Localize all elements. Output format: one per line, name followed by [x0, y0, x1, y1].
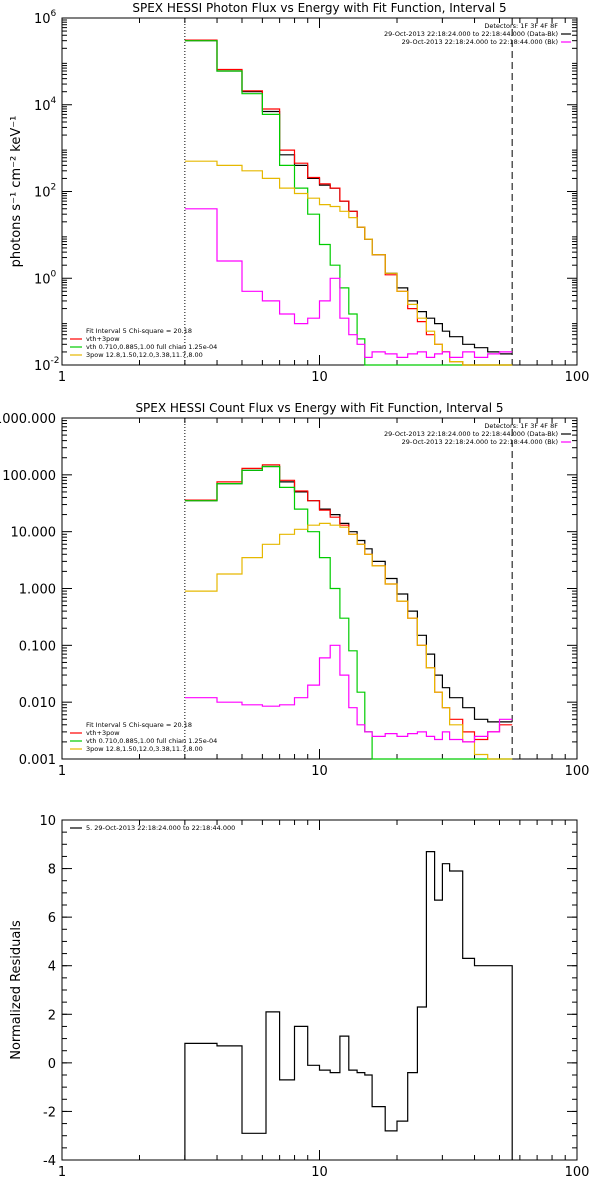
chart-2-legend-top-text: 29-Oct-2013 22:18:24.000 to 22:18:44.000… — [384, 430, 558, 438]
chart-1-y-tick-label: 104 — [34, 96, 57, 114]
chart-2-legend-bottom-text: Fit Interval 5 Chi-square = 20.18 — [86, 721, 192, 729]
chart-1-x-tick-label: 10 — [311, 370, 328, 385]
chart-2-y-tick-label: 1.000 — [19, 583, 56, 598]
chart-2-legend-bottom-text: vth 0.710,0.885,1.00 full chian 1.25e-04 — [86, 737, 217, 745]
chart-3-y-tick-label: 8 — [48, 863, 56, 878]
chart-3-y-tick-label: -2 — [43, 1105, 56, 1120]
chart-1-legend-top-text: Detectors: 1F 3F 4F 8F — [484, 22, 558, 30]
chart-1-legend-top-text: 29-Oct-2013 22:18:24.000 to 22:18:44.000… — [402, 38, 558, 46]
chart-1-legend-bottom-text: vth 0.710,0.885,1.00 full chian 1.25e-04 — [86, 343, 217, 351]
chart-1-x-tick-label: 1 — [58, 370, 66, 385]
chart-2-y-tick-label: 0.100 — [19, 639, 56, 654]
chart-2-x-tick-label: 10 — [311, 764, 328, 779]
chart-3-y-axis-label: Normalized Residuals — [9, 920, 24, 1060]
chart-2-series-line-5 — [184, 644, 513, 743]
chart-3-series-line-1 — [184, 851, 513, 1160]
chart-3-y-tick-label: 6 — [48, 911, 56, 926]
chart-2-legend-top-text: 29-Oct-2013 22:18:24.000 to 22:18:44.000… — [402, 438, 558, 446]
chart-2-y-tick-label: 100.000 — [2, 469, 56, 484]
chart-2-series-line-3 — [184, 465, 513, 760]
chart-1-series-line-3 — [184, 40, 513, 366]
chart-1-x-tick-label: 100 — [565, 370, 590, 385]
chart-3-x-tick-label: 10 — [311, 1165, 328, 1180]
chart-2-y-tick-label: 1000.000 — [0, 412, 56, 427]
chart-3-y-tick-label: 0 — [48, 1057, 56, 1072]
chart-3-y-tick-label: 4 — [48, 960, 56, 975]
chart-1-legend-bottom-text: vth+3pow — [86, 335, 120, 343]
chart-1-legend-bottom-text: 3pow 12.8,1.50,12.0,3.38,11.7,8.00 — [86, 351, 203, 359]
chart-3-x-tick-label: 1 — [58, 1165, 66, 1180]
chart-1-title: SPEX HESSI Photon Flux vs Energy with Fi… — [132, 1, 506, 15]
chart-1-y-tick-label: 10-2 — [34, 356, 60, 374]
chart-3-y-tick-label: -4 — [43, 1154, 56, 1169]
chart-3-y-tick-label: 10 — [39, 814, 56, 829]
chart-1-y-axis-label: photons s⁻¹ cm⁻² keV⁻¹ — [9, 116, 24, 268]
chart-3-plot-frame — [61, 819, 578, 1161]
chart-1-y-tick-label: 102 — [34, 183, 56, 201]
chart-2-y-tick-label: 0.001 — [19, 753, 56, 768]
chart-1-series-line-4 — [184, 160, 513, 366]
chart-1-y-tick-label: 106 — [34, 9, 57, 27]
chart-2-series-line-4 — [184, 522, 513, 760]
chart-1-series-line-5 — [184, 208, 513, 358]
chart-2-legend-top-text: Detectors: 1F 3F 4F 8F — [484, 422, 558, 430]
chart-2-y-tick-label: 10.000 — [11, 526, 57, 541]
chart-2-legend-bottom-text: vth+3pow — [86, 729, 120, 737]
chart-1-series-line-2 — [184, 39, 513, 366]
chart-3-y-tick-label: 2 — [48, 1008, 56, 1023]
chart-2-title: SPEX HESSI Count Flux vs Energy with Fit… — [135, 401, 503, 415]
chart-1-y-tick-label: 100 — [34, 269, 57, 287]
chart-3-legend-top-text: 5. 29-Oct-2013 22:18:24.000 to 22:18:44.… — [86, 824, 235, 832]
chart-2-plot-frame — [61, 417, 578, 760]
chart-2-x-tick-label: 100 — [565, 764, 590, 779]
chart-3-x-tick-label: 100 — [565, 1165, 590, 1180]
chart-2-legend-bottom-text: 3pow 12.8,1.50,12.0,3.38,11.7,8.00 — [86, 745, 203, 753]
chart-1-legend-bottom-text: Fit Interval 5 Chi-square = 20.18 — [86, 327, 192, 335]
chart-2-y-tick-label: 0.010 — [19, 696, 56, 711]
chart-2-x-tick-label: 1 — [58, 764, 66, 779]
chart-1-legend-top-text: 29-Oct-2013 22:18:24.000 to 22:18:44.000… — [384, 30, 558, 38]
